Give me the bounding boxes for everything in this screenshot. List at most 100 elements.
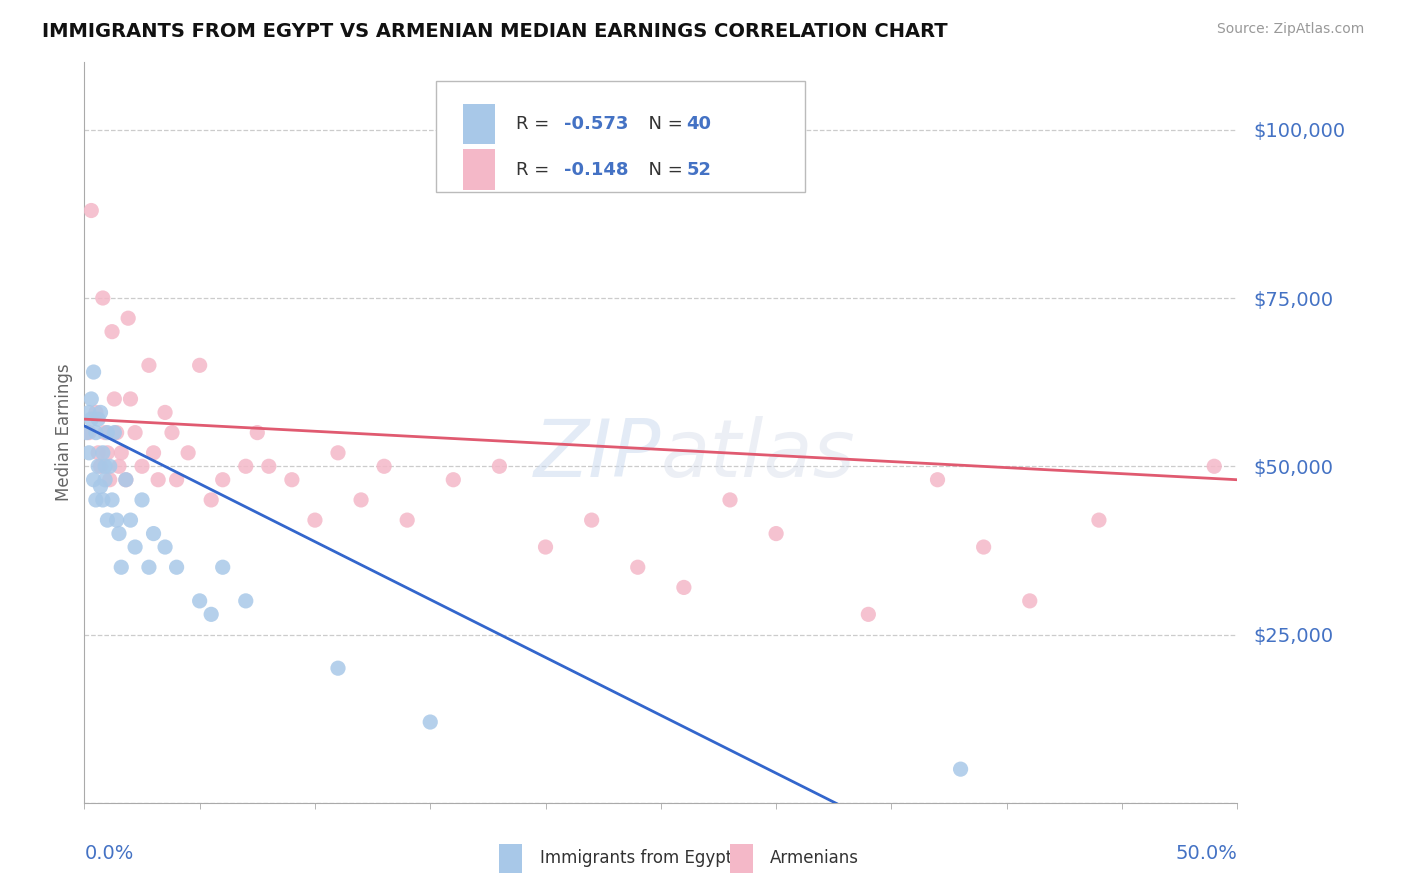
- Point: [672, 581, 695, 595]
- Point: [326, 661, 349, 675]
- Text: R =: R =: [516, 161, 554, 178]
- Point: [1204, 459, 1226, 474]
- Point: [235, 594, 257, 608]
- Y-axis label: Median Earnings: Median Earnings: [55, 364, 73, 501]
- Point: [350, 492, 373, 507]
- Point: [83, 365, 105, 379]
- Point: [89, 459, 111, 474]
- Point: [131, 492, 153, 507]
- Point: [304, 513, 326, 527]
- Point: [101, 325, 124, 339]
- Point: [120, 513, 142, 527]
- Point: [200, 607, 222, 622]
- Point: [124, 425, 146, 440]
- Point: [138, 359, 160, 373]
- Point: [87, 459, 110, 474]
- Point: [84, 405, 107, 419]
- Point: [1018, 594, 1040, 608]
- Point: [142, 526, 165, 541]
- Point: [396, 513, 419, 527]
- Point: [534, 540, 557, 554]
- Point: [84, 425, 107, 440]
- Text: N =: N =: [637, 115, 688, 133]
- Point: [281, 473, 304, 487]
- Point: [246, 425, 269, 440]
- Point: [166, 560, 188, 574]
- Point: [419, 714, 441, 729]
- Point: [103, 425, 125, 440]
- Point: [105, 513, 128, 527]
- Point: [146, 473, 169, 487]
- Point: [211, 473, 233, 487]
- Point: [76, 425, 98, 440]
- Text: Source: ZipAtlas.com: Source: ZipAtlas.com: [1216, 22, 1364, 37]
- Point: [84, 492, 107, 507]
- Point: [124, 540, 146, 554]
- Point: [581, 513, 603, 527]
- Point: [89, 479, 111, 493]
- Text: 50.0%: 50.0%: [1175, 844, 1237, 863]
- Point: [257, 459, 280, 474]
- Point: [108, 526, 131, 541]
- Point: [949, 762, 972, 776]
- Point: [117, 311, 139, 326]
- Point: [96, 513, 118, 527]
- Point: [326, 446, 349, 460]
- Point: [89, 405, 111, 419]
- Point: [96, 446, 118, 460]
- Text: -0.573: -0.573: [564, 115, 628, 133]
- Point: [83, 473, 105, 487]
- Point: [718, 492, 741, 507]
- Point: [211, 560, 233, 574]
- Point: [188, 359, 211, 373]
- Point: [160, 425, 183, 440]
- Point: [87, 412, 110, 426]
- Point: [80, 392, 103, 406]
- Point: [110, 560, 132, 574]
- Text: 0.0%: 0.0%: [84, 844, 134, 863]
- Point: [110, 446, 132, 460]
- FancyBboxPatch shape: [499, 844, 523, 873]
- Point: [98, 473, 121, 487]
- Text: 52: 52: [686, 161, 711, 178]
- Point: [153, 405, 176, 419]
- Point: [80, 203, 103, 218]
- Point: [94, 459, 117, 474]
- Point: [91, 492, 114, 507]
- FancyBboxPatch shape: [463, 149, 495, 190]
- Point: [77, 446, 100, 460]
- Point: [77, 425, 100, 440]
- Point: [115, 473, 138, 487]
- FancyBboxPatch shape: [730, 844, 754, 873]
- Point: [927, 473, 949, 487]
- Point: [91, 291, 114, 305]
- Point: [200, 492, 222, 507]
- FancyBboxPatch shape: [436, 81, 806, 192]
- Point: [87, 446, 110, 460]
- Point: [373, 459, 395, 474]
- Text: Immigrants from Egypt: Immigrants from Egypt: [540, 849, 733, 867]
- Text: IMMIGRANTS FROM EGYPT VS ARMENIAN MEDIAN EARNINGS CORRELATION CHART: IMMIGRANTS FROM EGYPT VS ARMENIAN MEDIAN…: [42, 22, 948, 41]
- Point: [138, 560, 160, 574]
- Point: [91, 446, 114, 460]
- Point: [177, 446, 200, 460]
- Point: [94, 425, 117, 440]
- Point: [153, 540, 176, 554]
- Point: [1088, 513, 1111, 527]
- Text: N =: N =: [637, 161, 688, 178]
- Point: [441, 473, 464, 487]
- Point: [765, 526, 787, 541]
- Point: [188, 594, 211, 608]
- Point: [166, 473, 188, 487]
- Point: [105, 425, 128, 440]
- Point: [80, 412, 103, 426]
- Point: [94, 473, 117, 487]
- Point: [120, 392, 142, 406]
- Point: [103, 392, 125, 406]
- Text: atlas: atlas: [661, 416, 856, 494]
- Text: -0.148: -0.148: [564, 161, 628, 178]
- FancyBboxPatch shape: [463, 103, 495, 145]
- Point: [115, 473, 138, 487]
- Point: [627, 560, 650, 574]
- Point: [96, 425, 118, 440]
